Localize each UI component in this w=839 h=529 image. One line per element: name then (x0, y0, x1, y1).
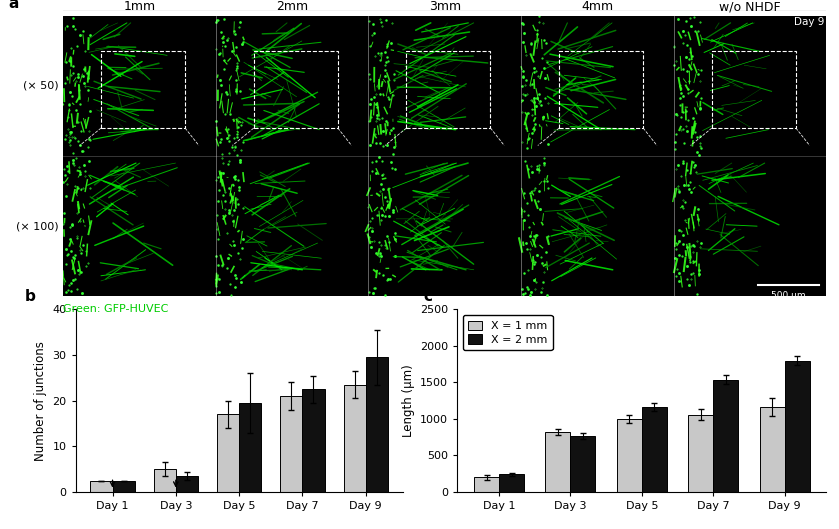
Bar (545, 432, 571, 492)
Bar (559, 51, 644, 128)
Text: a: a (8, 0, 18, 11)
Text: Day 9: Day 9 (795, 17, 825, 27)
Bar (154, 469, 176, 492)
Bar (217, 414, 239, 492)
Text: b: b (25, 289, 36, 304)
Text: 3mm: 3mm (429, 0, 461, 13)
Text: 1mm: 1mm (123, 0, 155, 13)
Bar (688, 415, 713, 492)
Bar (343, 385, 366, 492)
Text: Green: GFP-HUVEC: Green: GFP-HUVEC (63, 304, 169, 314)
Bar (499, 475, 524, 492)
Bar (759, 407, 784, 492)
Bar (642, 407, 667, 492)
Bar (474, 477, 499, 492)
Text: w/o NHDF: w/o NHDF (719, 0, 781, 13)
Bar (302, 389, 325, 492)
Text: c: c (424, 289, 433, 304)
Text: 2mm: 2mm (276, 0, 308, 13)
Y-axis label: Number of junctions: Number of junctions (34, 341, 47, 461)
Bar (101, 51, 185, 128)
Legend: X = 1 mm, X = 2 mm: X = 1 mm, X = 2 mm (463, 315, 553, 350)
Bar (784, 361, 810, 492)
Y-axis label: Length (μm): Length (μm) (402, 364, 414, 437)
Bar (253, 51, 338, 128)
Bar (713, 379, 738, 492)
Bar (91, 480, 112, 492)
Bar (239, 403, 261, 492)
Bar (406, 51, 491, 128)
Text: 500 μm: 500 μm (771, 290, 805, 299)
Text: (× 50): (× 50) (23, 81, 59, 91)
Bar (112, 480, 135, 492)
Text: 4mm: 4mm (581, 0, 613, 13)
Bar (366, 358, 388, 492)
Bar (176, 476, 198, 492)
Bar (711, 51, 796, 128)
Bar (617, 419, 642, 492)
Text: (× 100): (× 100) (16, 221, 59, 231)
Bar (571, 436, 596, 492)
Bar (280, 396, 302, 492)
